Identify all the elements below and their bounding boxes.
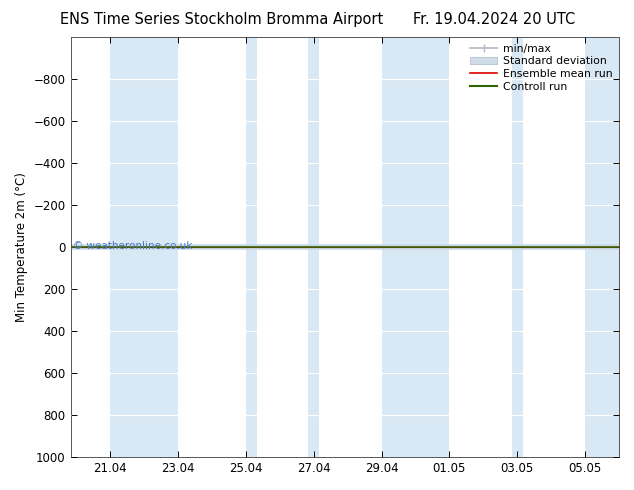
Bar xyxy=(382,37,450,457)
Text: © weatheronline.co.uk: © weatheronline.co.uk xyxy=(74,241,193,251)
Text: Fr. 19.04.2024 20 UTC: Fr. 19.04.2024 20 UTC xyxy=(413,12,576,27)
Y-axis label: Min Temperature 2m (°C): Min Temperature 2m (°C) xyxy=(15,172,28,322)
Legend: min/max, Standard deviation, Ensemble mean run, Controll run: min/max, Standard deviation, Ensemble me… xyxy=(466,39,617,96)
Bar xyxy=(246,37,257,457)
Bar xyxy=(308,37,320,457)
Bar xyxy=(512,37,523,457)
Bar xyxy=(110,37,178,457)
Text: ENS Time Series Stockholm Bromma Airport: ENS Time Series Stockholm Bromma Airport xyxy=(60,12,384,27)
Bar xyxy=(585,37,619,457)
